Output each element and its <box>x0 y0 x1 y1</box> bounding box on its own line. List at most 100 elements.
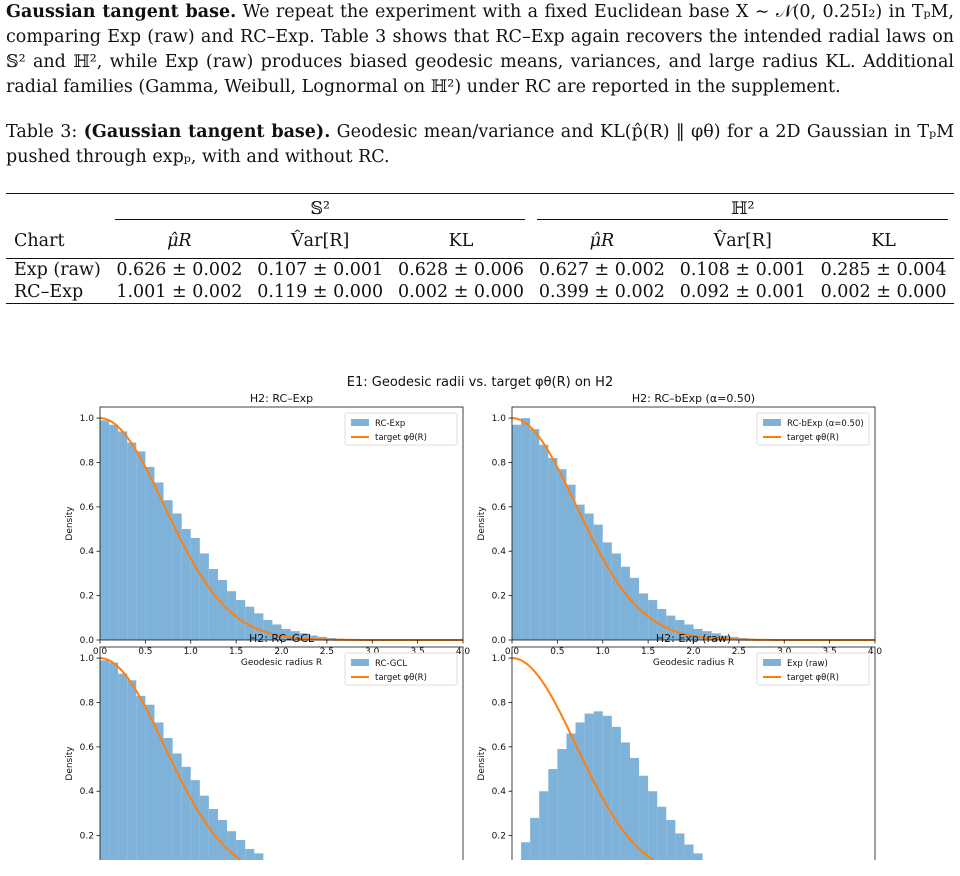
col-header-chart: Chart <box>14 231 65 251</box>
y-tick-label: 0.8 <box>80 698 95 708</box>
col-header-kl-s2: KL <box>448 231 474 251</box>
histogram-bar <box>145 704 155 876</box>
y-tick-label: 0.6 <box>80 743 95 753</box>
histogram-bar <box>620 742 630 876</box>
table-cell: 0.107 ± 0.001 <box>249 258 391 281</box>
x-tick-label: 1.0 <box>596 647 611 657</box>
legend-box <box>756 412 870 446</box>
y-tick-label: 0.6 <box>492 503 507 513</box>
y-tick-label: 1.0 <box>80 654 95 664</box>
legend-box <box>756 652 870 686</box>
x-tick-label: 1.5 <box>229 647 243 657</box>
histogram-bar <box>620 566 630 640</box>
histogram-bar <box>136 695 146 876</box>
histogram-bar <box>308 635 318 640</box>
y-tick-label: 0.0 <box>492 636 507 646</box>
axes-frame <box>511 646 876 876</box>
table-cell: 0.119 ± 0.000 <box>249 281 391 304</box>
histogram-bar <box>611 553 621 640</box>
histogram-bar <box>639 775 649 876</box>
histogram-bar <box>190 537 200 640</box>
x-tick-label: 3.0 <box>777 647 792 657</box>
histogram-bar <box>675 620 685 640</box>
histogram-bar <box>666 820 676 876</box>
histogram-bar <box>163 500 173 640</box>
x-tick-label: 2.0 <box>686 647 701 657</box>
histogram-bar <box>100 660 110 876</box>
legend-swatch-hist <box>763 659 781 666</box>
legend-label-target: target φθ(R) <box>375 673 427 683</box>
histogram-bar <box>217 580 228 640</box>
histogram-bar <box>145 466 155 640</box>
y-tick-label: 0.6 <box>80 503 95 513</box>
figure-suptitle: E1: Geodesic radii vs. target φθ(R) on H… <box>347 375 613 390</box>
histogram-bar <box>245 848 255 876</box>
histogram-bar <box>611 726 621 876</box>
histogram-bar <box>512 424 522 640</box>
table-cell: 0.399 ± 0.002 <box>531 281 673 304</box>
histogram-bar <box>254 613 264 640</box>
histogram-bar <box>593 711 603 876</box>
histogram-bar <box>648 791 658 876</box>
histogram-bar <box>530 429 540 640</box>
col-header-mean-h2: μ̂R <box>589 231 615 251</box>
histogram-bar <box>557 469 567 640</box>
histogram-bar <box>154 722 164 876</box>
legend-label-hist: RC-bExp (α=0.50) <box>787 419 864 429</box>
table-cell: 0.002 ± 0.000 <box>390 281 532 304</box>
table-cell: 0.627 ± 0.002 <box>531 258 673 281</box>
y-tick-label: 0.8 <box>492 698 507 708</box>
histogram-bar <box>217 820 228 876</box>
y-tick-label: 0.8 <box>80 458 95 468</box>
legend-swatch-hist <box>351 419 369 426</box>
table-cell: 0.108 ± 0.001 <box>672 258 814 281</box>
y-tick-label: 0.4 <box>80 787 95 797</box>
y-tick-label: 1.0 <box>492 654 507 664</box>
histogram-bar <box>254 853 264 876</box>
caption-title: (Gaussian tangent base). <box>83 122 331 142</box>
histogram-bar <box>118 431 128 640</box>
histogram-bar <box>693 853 703 876</box>
legend-label-target: target φθ(R) <box>375 433 427 443</box>
legend-label-target: target φθ(R) <box>787 673 839 683</box>
histogram-bar <box>639 593 649 640</box>
y-tick-label: 0.2 <box>80 832 94 842</box>
panel-title: H2: RC–bExp (α=0.50) <box>632 392 755 405</box>
panel-title: H2: RC–GCL <box>249 632 315 645</box>
histogram-bar <box>100 420 110 640</box>
body-paragraph: Gaussian tangent base. We repeat the exp… <box>6 0 954 100</box>
histogram-bar <box>539 444 549 640</box>
legend-label-hist: Exp (raw) <box>787 659 828 669</box>
histogram-bar <box>629 757 640 876</box>
histogram-bar <box>720 635 730 640</box>
table-cell: Exp (raw) <box>6 258 109 281</box>
x-tick-label: 0.5 <box>138 647 152 657</box>
histogram-bar <box>693 628 703 640</box>
histogram-bar <box>584 513 594 640</box>
histogram-bar <box>629 577 640 640</box>
histogram-bar <box>602 542 612 640</box>
table-cell: 0.626 ± 0.002 <box>108 258 250 281</box>
col-header-var-s2: V̂ar[R] <box>291 231 350 251</box>
figure-svg: E1: Geodesic radii vs. target φθ(R) on H… <box>65 375 882 876</box>
y-axis-label: Density <box>477 746 487 781</box>
caption-text: Geodesic mean/variance and KL(p̂(R) ‖ φθ… <box>6 122 954 167</box>
histogram-bar <box>127 442 137 640</box>
x-tick-label: 3.0 <box>365 647 380 657</box>
table-cell: 0.002 ± 0.000 <box>813 281 954 304</box>
y-axis-label: Density <box>65 746 75 781</box>
y-tick-label: 0.4 <box>492 547 507 557</box>
histogram-bar <box>593 524 603 640</box>
col-header-kl-h2: KL <box>871 231 896 251</box>
histogram-bar <box>584 713 594 876</box>
histogram-bar <box>272 624 282 640</box>
y-tick-label: 1.0 <box>492 414 507 424</box>
histogram-bar <box>190 780 200 876</box>
histogram-bar <box>172 513 182 640</box>
histogram-bar <box>245 606 255 640</box>
x-tick-label: 2.0 <box>274 647 289 657</box>
y-tick-label: 0.2 <box>80 592 94 602</box>
y-tick-label: 0.2 <box>492 592 506 602</box>
histogram-bar <box>199 795 209 876</box>
col-header-mean-s2: μ̂R <box>167 231 192 251</box>
